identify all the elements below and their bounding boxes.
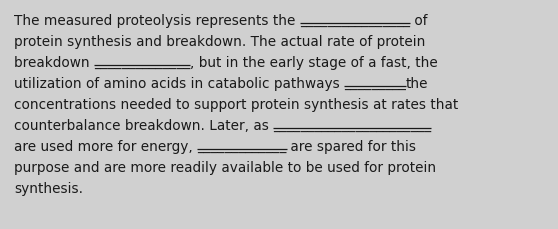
Text: _______________________: _______________________ [273, 118, 431, 132]
Text: are used more for energy,: are used more for energy, [14, 139, 197, 153]
Text: _________: _________ [344, 77, 406, 91]
Text: are spared for this: are spared for this [286, 139, 416, 153]
Text: purpose and are more readily available to be used for protein: purpose and are more readily available t… [14, 160, 436, 174]
Text: The measured proteolysis represents the: The measured proteolysis represents the [14, 14, 300, 28]
Text: counterbalance breakdown. Later, as: counterbalance breakdown. Later, as [14, 118, 273, 132]
Text: protein synthesis and breakdown. The actual rate of protein: protein synthesis and breakdown. The act… [14, 35, 425, 49]
Text: the: the [406, 77, 429, 91]
Text: utilization of amino acids in catabolic pathways: utilization of amino acids in catabolic … [14, 77, 344, 91]
Text: synthesis.: synthesis. [14, 181, 83, 195]
Text: of: of [410, 14, 427, 28]
Text: , but in the early stage of a fast, the: , but in the early stage of a fast, the [190, 56, 438, 70]
Text: ______________: ______________ [94, 56, 190, 70]
Text: ________________: ________________ [300, 14, 410, 28]
Text: breakdown: breakdown [14, 56, 94, 70]
Text: _____________: _____________ [197, 139, 286, 153]
Text: concentrations needed to support protein synthesis at rates that: concentrations needed to support protein… [14, 98, 458, 112]
